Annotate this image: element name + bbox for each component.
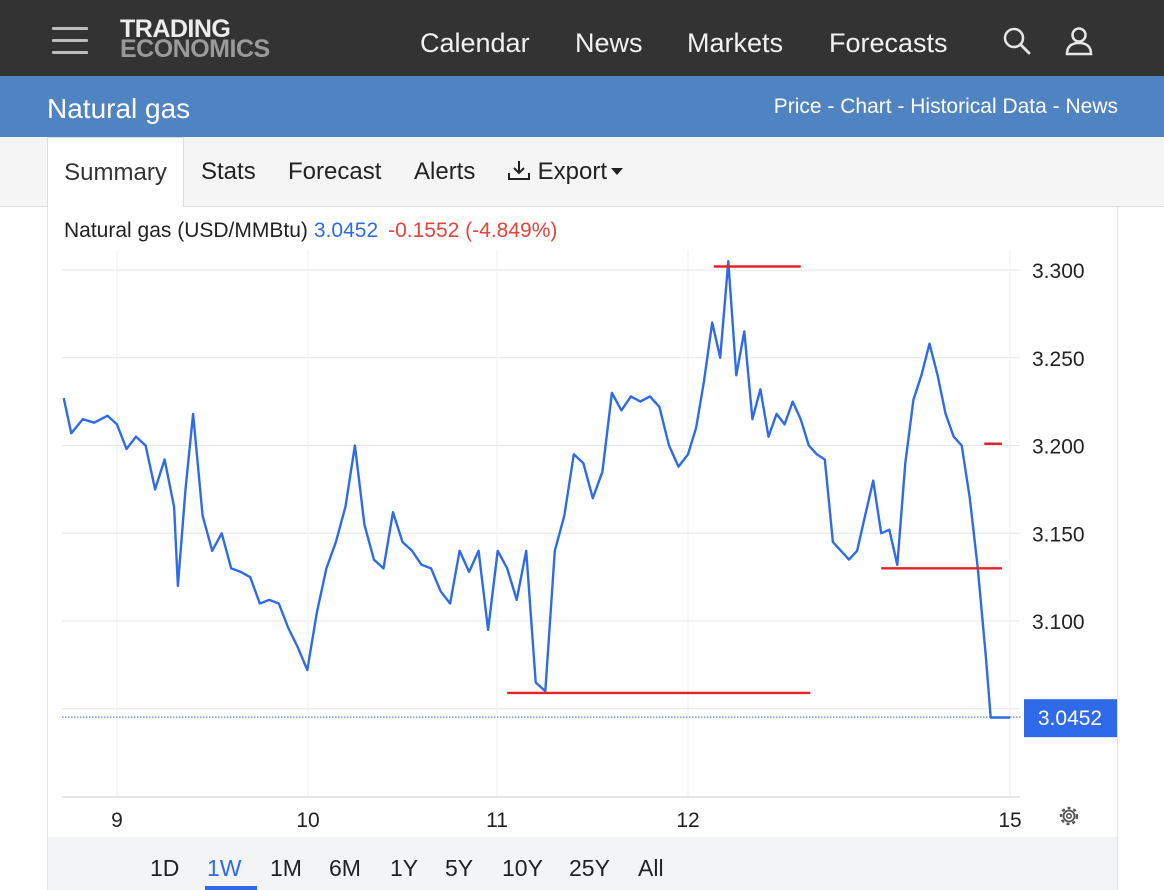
menu-icon[interactable] <box>52 27 88 55</box>
last-value-badge <box>1024 699 1117 738</box>
breadcrumb: Price - Chart - Historical Data - News <box>774 95 1118 119</box>
tab-alerts[interactable]: Alerts <box>414 158 476 185</box>
legend-price: 3.0452 <box>313 219 379 242</box>
y-tick-label: 3.150 <box>1032 523 1085 546</box>
nav-news[interactable]: News <box>575 28 643 58</box>
price-series-line <box>62 260 1010 719</box>
export-dropdown[interactable]: Export <box>507 158 624 186</box>
chart-legend: Natural gas (USD/MMBtu) 3.0452 -0.1552 (-4… <box>64 219 557 243</box>
active-range-indicator <box>205 886 257 890</box>
price-chart[interactable]: 3.300 3.250 3.200 3.150 3.100 9 10 11 12 15 3.0452 <box>0 0 1164 837</box>
y-tick-label: 3.300 <box>1032 260 1085 283</box>
top-navigation: TRADING ECONOMICS Calendar News Markets … <box>0 0 1164 76</box>
x-tick-label: 15 <box>998 809 1021 832</box>
title-band: Natural gas Price - Chart - Historical D… <box>0 76 1164 137</box>
link-price[interactable]: Price <box>773 95 822 118</box>
range-1d[interactable]: 1D <box>150 855 180 881</box>
breadcrumb-separator: - <box>891 95 911 118</box>
logo-line-2: ECONOMICS <box>120 35 270 63</box>
legend-series-name: Natural gas (USD/MMBtu) <box>64 219 308 242</box>
link-historical-data[interactable]: Historical Data <box>910 95 1047 118</box>
range-all[interactable]: All <box>638 855 664 881</box>
user-icon[interactable] <box>1064 26 1094 56</box>
x-tick-label: 12 <box>676 809 699 832</box>
range-1y[interactable]: 1Y <box>390 855 419 881</box>
range-5y[interactable]: 5Y <box>445 855 474 881</box>
breadcrumb-separator: - <box>1046 95 1066 118</box>
nav-calendar[interactable]: Calendar <box>420 28 530 58</box>
tab-summary[interactable]: Summary <box>47 137 184 207</box>
x-tick-label: 11 <box>486 809 508 832</box>
chevron-down-icon <box>611 168 624 175</box>
legend-change: -0.1552 (-4.849%) <box>388 219 558 242</box>
tab-row: Summary Stats Forecast Alerts Export <box>0 137 1164 207</box>
range-1w[interactable]: 1W <box>207 855 242 881</box>
page-title: Natural gas <box>47 93 191 124</box>
link-news[interactable]: News <box>1065 95 1118 118</box>
trading-economics-logo[interactable]: TRADING ECONOMICS <box>120 15 270 63</box>
x-tick-label: 10 <box>296 809 319 832</box>
range-25y[interactable]: 25Y <box>569 855 610 881</box>
x-tick-label: 9 <box>111 809 123 832</box>
tab-stats[interactable]: Stats <box>201 158 256 185</box>
search-icon[interactable] <box>1002 26 1032 56</box>
last-value-text: 3.0452 <box>1038 707 1102 730</box>
range-selector: 1D 1W 1M 6M 1Y 5Y 10Y 25Y All <box>47 837 1118 890</box>
export-label: Export <box>537 158 608 185</box>
range-1m[interactable]: 1M <box>270 855 302 881</box>
nav-forecasts[interactable]: Forecasts <box>829 28 948 58</box>
logo-line-1: TRADING <box>120 15 231 43</box>
breadcrumb-separator: - <box>821 95 841 118</box>
range-6m[interactable]: 6M <box>329 855 361 881</box>
gear-icon[interactable] <box>1059 806 1079 826</box>
chart-panel <box>47 207 1118 837</box>
link-chart[interactable]: Chart <box>840 95 892 118</box>
download-icon <box>508 161 530 180</box>
nav-markets[interactable]: Markets <box>687 28 784 58</box>
y-tick-label: 3.200 <box>1032 436 1085 459</box>
tab-forecast[interactable]: Forecast <box>288 158 382 185</box>
y-tick-label: 3.250 <box>1032 348 1085 371</box>
y-tick-label: 3.100 <box>1032 611 1085 634</box>
range-10y[interactable]: 10Y <box>502 855 543 881</box>
